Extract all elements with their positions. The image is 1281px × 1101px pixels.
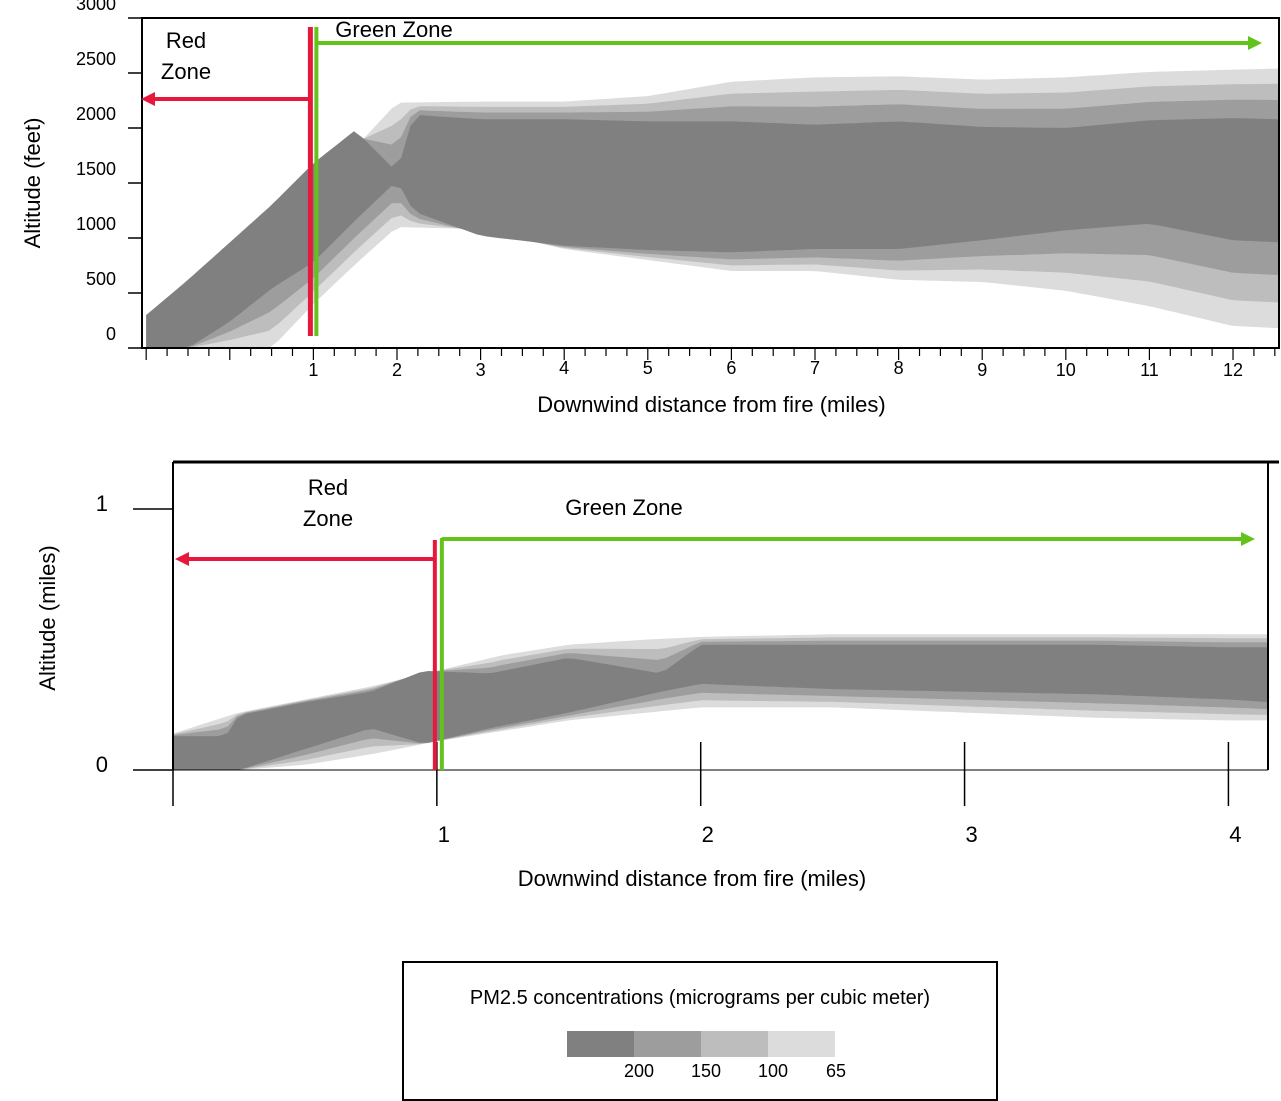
top-x-tick-label-8: 8 (894, 358, 904, 378)
top-plume-group (146, 68, 1279, 348)
bottom-x-tick-label-2: 2 (702, 822, 714, 847)
top-y-tick-label-2000: 2000 (76, 104, 116, 124)
legend-swatch-200 (567, 1031, 634, 1057)
top-red-zone-label-2: Zone (161, 59, 211, 84)
bottom-red-zone-label-1: Red (308, 475, 348, 500)
top-x-tick-label-4: 4 (559, 358, 569, 378)
bottom-green-zone-label: Green Zone (565, 495, 682, 520)
legend-swatch-100 (701, 1031, 768, 1057)
top-green-zone-label: Green Zone (335, 17, 452, 42)
top-y-tick-label-2500: 2500 (76, 49, 116, 69)
top-x-tick-label-2: 2 (392, 360, 402, 380)
bottom-red-zone-arrowhead (175, 552, 189, 566)
legend-label-150: 150 (690, 1061, 722, 1081)
bottom-y-tick-label-0: 0 (96, 752, 108, 777)
top-x-tick-label-7: 7 (810, 358, 820, 378)
bottom-x-tick-label-3: 3 (965, 822, 977, 847)
legend-swatches (567, 1031, 835, 1057)
top-x-tick-label-9: 9 (977, 360, 987, 380)
top-y-tick-label-0: 0 (106, 324, 116, 344)
bottom-x-tick-label-4: 4 (1229, 822, 1241, 847)
bottom-red-zone-label-2: Zone (303, 506, 353, 531)
legend-title: PM2.5 concentrations (micrograms per cub… (469, 987, 931, 1009)
top-y-axis-label: Altitude (feet) (20, 118, 45, 249)
legend-label-100: 100 (757, 1061, 789, 1081)
legend: PM2.5 concentrations (micrograms per cub… (402, 961, 998, 1101)
top-x-tick-label-11: 11 (1140, 360, 1159, 380)
top-green-zone-arrowhead (1248, 36, 1262, 50)
legend-swatch-150 (634, 1031, 701, 1057)
top-x-tick-label-10: 10 (1056, 360, 1076, 380)
bottom-green-zone-arrowhead (1241, 532, 1255, 546)
top-x-axis-label: Downwind distance from fire (miles) (537, 392, 885, 417)
top-red-zone-label-1: Red (166, 28, 206, 53)
bottom-plume-band-200 (173, 644, 1268, 770)
top-x-tick-label-3: 3 (476, 360, 486, 380)
bottom-x-axis-label: Downwind distance from fire (miles) (518, 866, 866, 891)
bottom-x-tick-label-1: 1 (438, 822, 450, 847)
top-x-tick-label-12: 12 (1223, 360, 1243, 380)
top-y-tick-label-3000: 3000 (76, 0, 116, 14)
bottom-plume-chart: 0 1 1 2 3 4 Downwind distance from fire (miles… (35, 460, 1279, 891)
top-x-tick-label-6: 6 (726, 358, 736, 378)
legend-label-65: 65 (825, 1061, 847, 1081)
bottom-y-axis-label: Altitude (miles) (35, 545, 60, 690)
top-red-zone-arrowhead (141, 92, 155, 106)
legend-labels: 200 150 100 65 (404, 1061, 996, 1085)
top-y-tick-label-1500: 1500 (76, 159, 116, 179)
top-x-tick-label-5: 5 (643, 358, 653, 378)
legend-label-200: 200 (623, 1061, 655, 1081)
bottom-y-tick-label-1: 1 (96, 491, 108, 516)
legend-swatch-65 (768, 1031, 835, 1057)
top-plume-band-200 (146, 115, 1279, 348)
top-y-tick-label-500: 500 (86, 269, 116, 289)
bottom-plume-group (173, 634, 1268, 770)
top-x-tick-label-1: 1 (308, 360, 318, 380)
top-y-tick-label-1000: 1000 (76, 214, 116, 234)
